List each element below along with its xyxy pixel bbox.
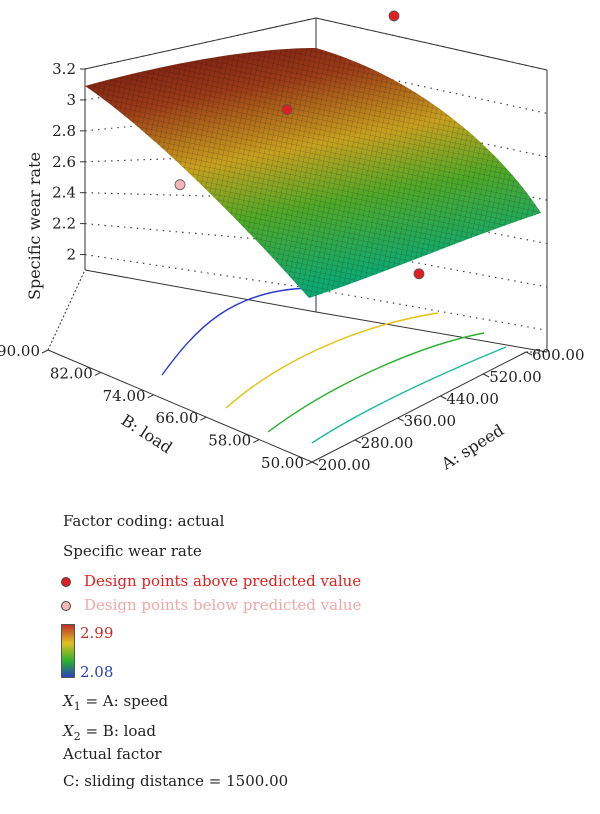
contour-line-low [161,287,311,376]
below-point-swatch [61,601,71,611]
z-tick-label-4: 2.8 [52,122,76,140]
z-tick-label-2: 2.4 [52,184,76,202]
design-point-2 [413,268,425,280]
above-point-label: Design points above predicted value [84,572,362,590]
response-surface [85,48,541,298]
x-tick-label-5: 600.00 [532,346,585,364]
x-tick-label-2: 360.00 [404,412,457,430]
y-tick-label-1: 58.00 [208,432,251,450]
contour-line-mid [225,312,439,409]
legend-panel: Factor coding: actual Specific wear rate… [0,500,600,814]
response-name-text: Specific wear rate [63,542,202,560]
y-tick-label-5: 90.00 [0,342,40,360]
x-tick-label-1: 280.00 [361,434,414,452]
y-tick-label-2: 66.00 [155,409,198,427]
z-tick-label-6: 3.2 [52,60,76,78]
color-scale-low: 2.08 [80,663,114,681]
x-tick-label-3: 440.00 [446,390,499,408]
z-axis-label: Specific wear rate [25,152,44,300]
design-points [174,10,425,280]
z-tick-label-3: 2.6 [52,153,76,171]
floor-contours [161,287,507,444]
z-axis-ticks: 2 2.2 2.4 2.6 2.8 3 3.2 [52,60,85,264]
contour-line-green [267,332,485,433]
z-tick-label-1: 2.2 [52,215,76,233]
y-tick-label-0: 50.00 [261,454,304,472]
surface-plot: 2 2.2 2.4 2.6 2.8 3 3.2 50.00 58.00 66.00 74.00 82… [0,10,585,474]
factor-c-text: C: sliding distance = 1500.00 [63,772,289,790]
x-axis-ticks: 200.00 280.00 360.00 440.00 520.00 600.00 [311,346,585,474]
design-point-3 [174,179,186,191]
z-tick-label-0: 2 [66,246,76,264]
x2-definition: X2 = B: load [63,722,157,743]
y-axis-ticks: 50.00 58.00 66.00 74.00 82.00 90.00 [0,342,313,472]
factor-coding-text: Factor coding: actual [63,512,225,530]
color-scale-high: 2.99 [80,624,114,642]
contour-line-cyan [311,346,507,444]
x1-definition: X1 = A: speed [63,692,169,713]
x-tick-label-0: 200.00 [318,456,371,474]
x-tick-label-4: 520.00 [489,368,542,386]
above-point-swatch [61,577,71,587]
y-tick-label-4: 82.00 [50,364,93,382]
design-point-1 [281,104,293,115]
color-scale-bar [61,624,75,678]
actual-factor-heading: Actual factor [63,745,162,763]
below-point-label: Design points below predicted value [84,596,362,614]
design-point-0 [388,10,400,22]
y-tick-label-3: 74.00 [103,387,146,405]
z-tick-label-5: 3 [66,91,76,109]
